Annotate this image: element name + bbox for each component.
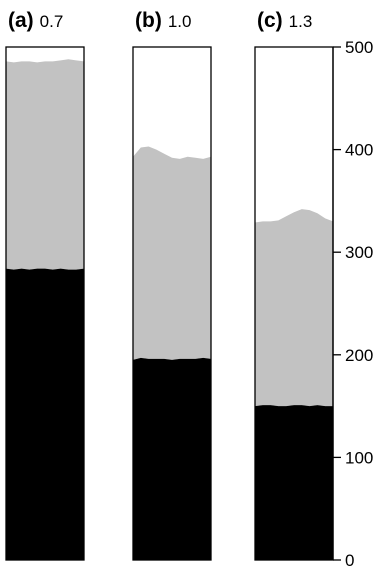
lower-layer-area [133, 357, 211, 560]
panels: (a) 0.7 (b) 1.0 (c) 1.3 [5, 9, 334, 561]
upper-layer-area [6, 59, 84, 270]
panel-value: 0.7 [40, 12, 64, 31]
panel-letter: (c) [257, 9, 283, 32]
panel-letter: (b) [135, 9, 162, 32]
panel-letter: (a) [8, 9, 34, 32]
panel-value: 1.3 [289, 12, 313, 31]
y-tick-label: 200 [345, 346, 373, 365]
upper-layer-area [255, 209, 333, 407]
column-frame [132, 46, 212, 561]
upper-layer-area [133, 146, 211, 360]
y-tick-label: 500 [345, 38, 373, 57]
panel-label: (c) 1.3 [257, 9, 312, 32]
lower-layer-area [255, 405, 333, 560]
lower-layer-area [6, 268, 84, 560]
panel-label: (b) 1.0 [135, 9, 191, 32]
y-tick-label: 400 [345, 141, 373, 160]
panel-label: (a) 0.7 [8, 9, 63, 32]
panel-value: 1.0 [168, 12, 192, 31]
panel-1: (a) 0.7 [5, 9, 85, 561]
y-tick-label: 0 [345, 551, 354, 568]
y-tick-label: 100 [345, 448, 373, 467]
column-frame [5, 46, 85, 561]
panel-3: (c) 1.3 [254, 9, 334, 561]
y-tick-label: 300 [345, 243, 373, 262]
right-y-axis: 0 100 200 300 400 500 [332, 38, 373, 568]
panel-2: (b) 1.0 [132, 9, 212, 561]
